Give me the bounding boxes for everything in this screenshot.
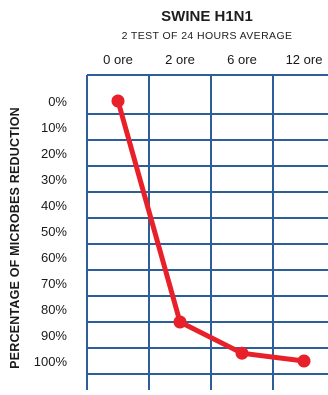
y-tick-label: 10%: [41, 120, 67, 135]
y-tick-label: 30%: [41, 172, 67, 187]
y-tick-labels: 0% 10% 20% 30% 40% 50% 60% 70% 80% 90% 100%: [34, 94, 68, 369]
grid-layer: [86, 74, 328, 390]
x-tick-label: 6 ore: [227, 52, 257, 67]
chart-subtitle: 2 TEST OF 24 HOURS AVERAGE: [122, 30, 293, 42]
x-tick-label: 2 ore: [165, 52, 195, 67]
x-tick-labels: 0 ore 2 ore 6 ore 12 ore: [103, 52, 322, 67]
x-tick-label: 12 ore: [286, 52, 323, 67]
series-layer: [111, 94, 311, 368]
y-tick-label: 100%: [34, 354, 68, 369]
data-point: [173, 315, 187, 329]
x-tick-label: 0 ore: [103, 52, 133, 67]
chart-title: SWINE H1N1: [161, 8, 253, 25]
series-line: [115, 98, 307, 364]
y-axis-label: PERCENTAGE OF MICROBES REDUCTION: [8, 107, 22, 369]
data-point: [111, 94, 125, 108]
data-point: [297, 354, 311, 368]
y-tick-label: 90%: [41, 328, 67, 343]
y-tick-label: 70%: [41, 276, 67, 291]
y-tick-label: 60%: [41, 250, 67, 265]
y-tick-label: 40%: [41, 198, 67, 213]
data-point: [235, 346, 249, 360]
y-tick-label: 20%: [41, 146, 67, 161]
y-tick-label: 50%: [41, 224, 67, 239]
y-tick-label: 0%: [48, 94, 67, 109]
y-tick-label: 80%: [41, 302, 67, 317]
